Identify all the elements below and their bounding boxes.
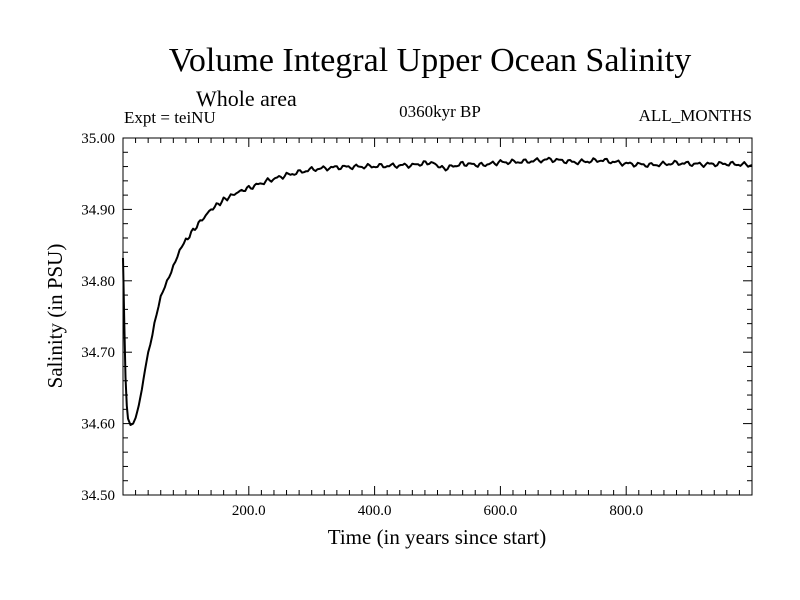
y-tick-label: 34.80 (81, 274, 115, 290)
y-tick-label: 34.50 (81, 488, 115, 504)
x-tick-label: 400.0 (358, 503, 392, 519)
y-tick-label: 35.00 (81, 131, 115, 147)
series-line-salinity (122, 156, 753, 426)
y-axis-label: Salinity (in PSU) (43, 244, 67, 389)
chart-subtitle: Whole area (196, 86, 297, 111)
x-tick-label: 200.0 (232, 503, 266, 519)
chart-title: Volume Integral Upper Ocean Salinity (168, 42, 692, 79)
x-axis-label: Time (in years since start) (328, 525, 547, 549)
x-tick-label: 800.0 (609, 503, 643, 519)
x-tick-label: 600.0 (484, 503, 518, 519)
experiment-label: Expt = teiNU (124, 108, 216, 127)
plot-frame (122, 137, 753, 496)
y-tick-label: 34.60 (81, 417, 115, 433)
axis-ticks (123, 138, 752, 495)
y-tick-label: 34.70 (81, 345, 115, 361)
y-tick-label: 34.90 (81, 202, 115, 218)
months-label: ALL_MONTHS (638, 106, 752, 125)
tick-labels: 200.0 400.0 600.0 800.0 34.50 34.60 34.70 34.80… (81, 131, 643, 519)
period-label: 0360kyr BP (399, 102, 481, 121)
